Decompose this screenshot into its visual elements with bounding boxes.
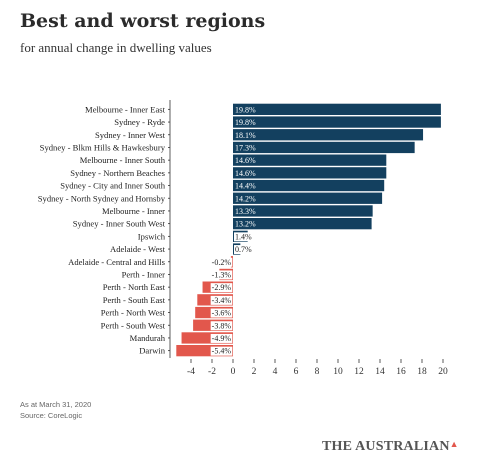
source-note: Source: CoreLogic <box>20 411 83 420</box>
x-tick-label: -4 <box>187 367 195 377</box>
category-label: Melbourne - Inner East <box>85 104 166 114</box>
x-tick-label: 4 <box>273 367 278 377</box>
category-label: Sydney - Northern Beaches <box>70 168 165 178</box>
chart-subtitle: for annual change in dwelling values <box>20 40 212 55</box>
category-label: Mandurah <box>130 333 166 343</box>
brand-logo: THE AUSTRALIAN▲ <box>322 439 459 455</box>
value-label-background <box>210 346 233 356</box>
bar <box>233 167 387 179</box>
value-label: 19.8% <box>235 118 256 127</box>
value-label: 19.8% <box>235 105 256 114</box>
x-tick-label: 18 <box>417 367 427 377</box>
brand-mark-icon: ▲ <box>449 439 459 449</box>
value-label-background <box>234 232 253 242</box>
value-label-background <box>210 295 233 305</box>
value-label-background <box>210 308 233 318</box>
x-tick-label: 20 <box>438 367 448 377</box>
value-label: -3.8% <box>212 321 232 330</box>
value-label: -2.9% <box>212 283 232 292</box>
bar <box>233 116 441 128</box>
value-label-background <box>210 283 233 293</box>
x-tick-label: 6 <box>294 367 299 377</box>
category-label: Melbourne - Inner <box>102 206 165 216</box>
bar <box>233 141 415 154</box>
value-label-background <box>210 321 233 331</box>
value-label: -3.4% <box>212 296 232 305</box>
value-label: 0.7% <box>235 245 252 254</box>
x-tick-label: 10 <box>333 367 343 377</box>
category-label: Perth - South West <box>101 320 166 330</box>
value-label: -1.3% <box>212 270 232 279</box>
category-label: Sydney - Inner South West <box>73 219 166 229</box>
category-label: Sydney - Inner West <box>95 130 166 140</box>
category-label: Sydney - Ryde <box>114 117 165 127</box>
value-label: 14.6% <box>235 169 256 178</box>
bar <box>233 154 387 166</box>
value-label: -5.4% <box>212 347 232 356</box>
bar <box>233 192 383 204</box>
value-label: 18.1% <box>235 131 256 140</box>
value-label: 14.6% <box>235 156 256 165</box>
bar <box>233 129 424 141</box>
x-tick-label: 14 <box>375 367 385 377</box>
value-label-background <box>234 245 253 255</box>
category-label: Adelaide - West <box>110 244 166 254</box>
bar <box>176 345 233 357</box>
category-label: Sydney - North Sydney and Hornsby <box>38 193 166 203</box>
value-label: 14.2% <box>235 194 256 203</box>
bar <box>233 218 372 230</box>
bar <box>233 179 385 192</box>
value-label-background <box>210 333 233 343</box>
value-label: 1.4% <box>235 232 252 241</box>
x-tick-label: -2 <box>208 367 216 377</box>
category-label: Melbourne - Inner South <box>80 155 166 165</box>
brand-text: THE AUSTRALIAN <box>322 439 450 454</box>
value-label-background <box>210 270 233 280</box>
category-label: Perth - Inner <box>122 269 166 279</box>
value-label: -4.9% <box>212 334 232 343</box>
category-label: Darwin <box>139 346 165 356</box>
bar <box>233 103 441 115</box>
category-label: Adelaide - Central and Hills <box>68 257 166 267</box>
date-note: As at March 31, 2020 <box>20 400 92 409</box>
x-tick-label: 12 <box>354 367 364 377</box>
category-label: Perth - North East <box>103 282 166 292</box>
bar <box>233 205 373 217</box>
category-label: Perth - South East <box>103 295 166 305</box>
value-label: -3.6% <box>212 309 232 318</box>
x-tick-label: 16 <box>396 367 406 377</box>
category-label: Sydney - City and Inner South <box>60 181 165 191</box>
category-label: Perth - North West <box>101 308 166 318</box>
value-label: 13.2% <box>235 220 256 229</box>
x-tick-label: 2 <box>252 367 257 377</box>
value-label: -0.2% <box>212 258 232 267</box>
category-label: Ipswich <box>138 231 166 241</box>
x-tick-label: 8 <box>315 367 320 377</box>
category-label: Sydney - Blkm Hills & Hawkesbury <box>40 142 166 152</box>
value-label: 13.3% <box>235 207 256 216</box>
x-tick-label: 0 <box>231 367 236 377</box>
chart-title: Best and worst regions <box>20 10 266 32</box>
bar <box>181 332 233 344</box>
value-label-background <box>210 257 233 267</box>
value-label: 17.3% <box>235 143 256 152</box>
bar-chart: Melbourne - Inner East 19.8% Sydney - Ryde… <box>38 100 448 377</box>
value-label: 14.4% <box>235 182 256 191</box>
